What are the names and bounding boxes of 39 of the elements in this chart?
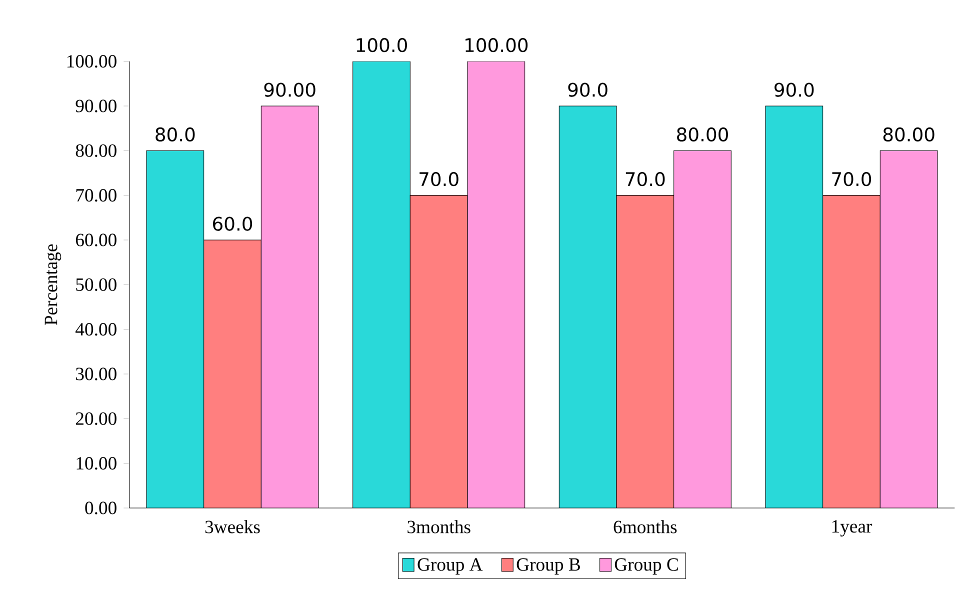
bar [559,106,616,508]
y-tick-label: 10.00 [76,457,116,470]
data-label: 70.0 [832,172,872,186]
data-label: 100.0 [356,38,407,52]
y-tick-label: 80.00 [76,144,116,158]
y-tick-label: 20.00 [76,412,116,426]
x-tick-label: 1year [832,520,872,537]
y-tick-label: 0.00 [85,502,116,515]
data-label: 70.0 [626,172,665,186]
x-tick-label: 6months [614,520,677,534]
y-tick-label: 60.00 [76,234,116,247]
bar [352,62,410,508]
data-label: 90.0 [568,82,608,98]
x-tick-label: 3months [408,520,470,534]
y-tick-label: 90.00 [76,100,116,113]
bar [261,106,318,508]
y-tick-label: 30.00 [76,368,116,381]
y-tick-label: 70.00 [76,189,116,202]
legend-label: Group C [614,558,678,575]
data-label: 100.00 [466,38,528,52]
data-label: 80.00 [883,128,934,142]
y-tick-label: 100.00 [67,55,116,68]
bar [146,150,204,508]
y-axis-title: Percentage [44,244,62,326]
y-tick-label: 40.00 [76,323,116,336]
x-tick-label: 3weeks [205,520,260,534]
bar [674,150,732,508]
bar [468,62,525,508]
data-label: 80.00 [677,128,728,142]
data-label: 60.0 [213,216,252,232]
legend-label: Group B [516,558,580,575]
data-label: 90.0 [774,82,814,98]
data-label: 80.0 [156,128,195,142]
y-tick-label: 50.00 [76,278,116,292]
bar [880,150,938,508]
data-label: 70.0 [420,172,458,186]
data-label: 90.00 [264,82,316,98]
bar [765,106,824,508]
legend-label: Group A [418,558,483,575]
